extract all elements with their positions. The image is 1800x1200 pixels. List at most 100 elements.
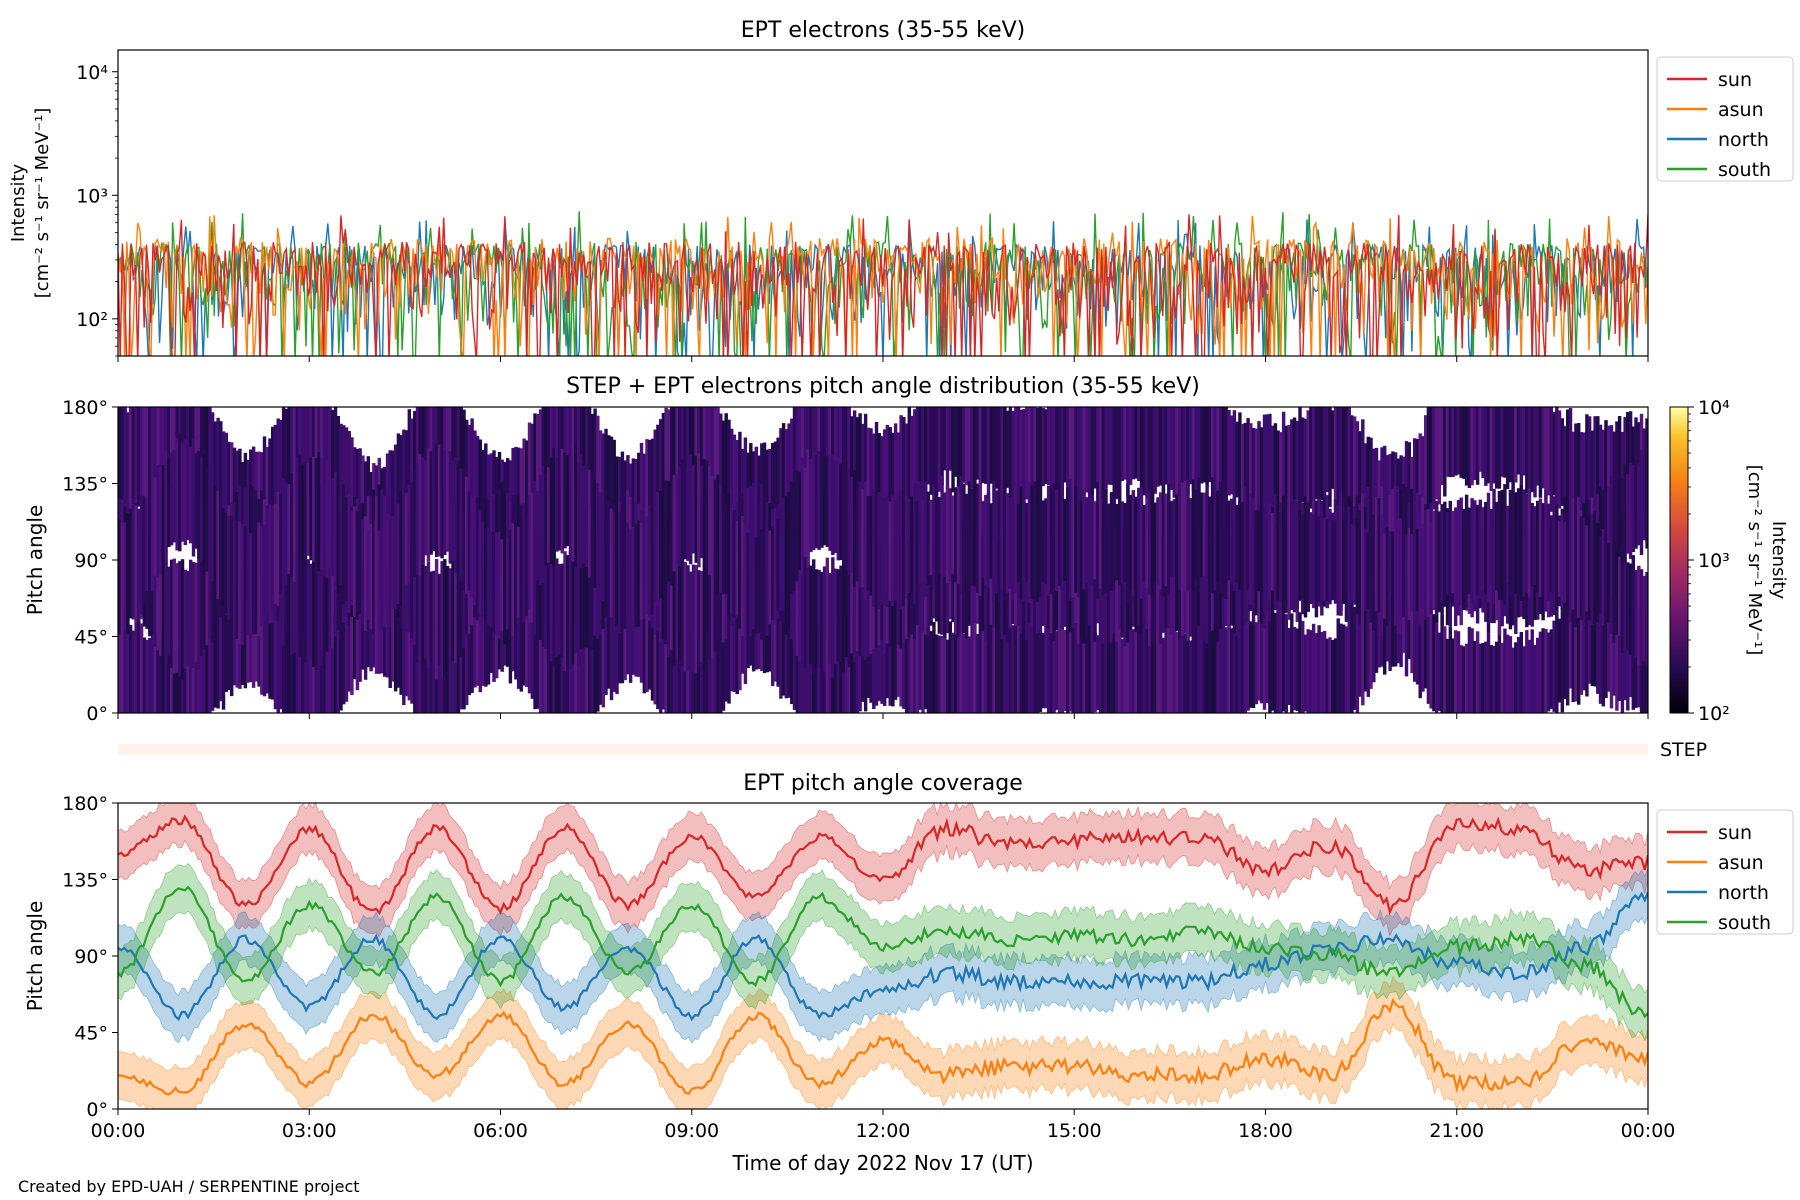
heatmap-cell [618, 511, 622, 634]
heatmap-cell [197, 548, 201, 670]
heatmap-cell [872, 489, 876, 607]
heatmap-cell [511, 523, 515, 636]
heatmap-cell [312, 407, 316, 484]
heatmap-cell [465, 476, 469, 595]
heatmap-cell [470, 418, 474, 534]
heatmap-cell [978, 615, 983, 713]
heatmap-cell [1342, 519, 1346, 604]
heatmap-cell [945, 407, 950, 493]
heatmap-cell [139, 407, 144, 501]
heatmap-cell [536, 413, 540, 517]
heatmap-cell [1251, 496, 1256, 603]
panel3-x-axis: 00:00 03:00 06:00 09:00 12:00 15:00 18:00 21:00… [91, 1109, 1675, 1142]
heatmap-cell [620, 524, 625, 626]
heatmap-cell [1257, 421, 1261, 527]
heatmap-cell [128, 523, 133, 619]
heatmap-cell [1549, 407, 1554, 512]
panel3-title: EPT pitch angle coverage [743, 771, 1023, 796]
heatmap-cell [970, 488, 974, 586]
heatmap-cell [1071, 623, 1075, 713]
heatmap-cell [404, 602, 409, 697]
heatmap-cell [1287, 424, 1291, 512]
heatmap-cell [175, 563, 179, 673]
heatmap-cell [462, 409, 466, 511]
heatmap-cell [1522, 407, 1526, 476]
heatmap-cell [1260, 500, 1264, 603]
heatmap-cell [590, 618, 595, 713]
heatmap-cell [1271, 613, 1275, 711]
heatmap-cell [795, 611, 800, 713]
heatmap-cell [1557, 618, 1562, 703]
heatmap-cell [1104, 615, 1108, 713]
heatmap-cell [303, 637, 308, 713]
heatmap-cell [768, 530, 772, 625]
heatmap-cell [921, 407, 925, 509]
heatmap-cell [839, 407, 843, 498]
heatmap-cell [585, 407, 589, 501]
heatmap-cell [1216, 638, 1220, 713]
heatmap-cell [1462, 646, 1466, 713]
heatmap-cell [1137, 407, 1141, 481]
heatmap-cell [735, 440, 739, 535]
heatmap-cell [913, 483, 917, 605]
heatmap-cell [1445, 407, 1450, 477]
heatmap-cell [965, 518, 969, 639]
heatmap-cell [1601, 589, 1606, 707]
heatmap-cell [1030, 485, 1034, 600]
heatmap-cell [238, 521, 242, 644]
heatmap-cell [1530, 629, 1534, 713]
heatmap-cell [809, 628, 813, 713]
heatmap-cell [1333, 407, 1338, 510]
heatmap-cell [1090, 407, 1095, 505]
heatmap-cell [1590, 604, 1595, 687]
heatmap-cell [1593, 605, 1597, 687]
heatmap-cell [1118, 407, 1122, 502]
heatmap-cell [1178, 627, 1182, 713]
heatmap-cell [929, 407, 933, 495]
heatmap-cell [694, 565, 698, 674]
heatmap-cell [1385, 526, 1390, 627]
heatmap-cell [1194, 407, 1198, 494]
heatmap-cell [587, 611, 592, 713]
heatmap-cell [1090, 495, 1095, 586]
heatmap-cell [1577, 517, 1581, 618]
colorbar [1669, 406, 1689, 714]
heatmap-cell [210, 484, 215, 581]
heatmap-cell [1454, 630, 1458, 713]
heatmap-cell [208, 477, 212, 576]
heatmap-cell [1525, 630, 1529, 713]
heatmap-cell [915, 545, 920, 625]
heatmap-cell [1019, 409, 1024, 489]
heatmap-cell [1115, 529, 1119, 642]
heatmap-cell [1027, 611, 1032, 713]
heatmap-cell [440, 561, 444, 677]
heatmap-cell [1484, 407, 1488, 486]
heatmap-cell [1145, 407, 1149, 501]
heatmap-cell [686, 407, 690, 493]
heatmap-cell [1511, 647, 1515, 713]
heatmap-cell [1273, 423, 1278, 525]
heatmap-cell [1339, 506, 1343, 616]
heatmap-cell [287, 532, 291, 654]
heatmap-cell [1167, 627, 1171, 713]
heatmap-cell [664, 542, 668, 645]
heatmap-cell [850, 608, 854, 713]
heatmap-cell [1593, 416, 1597, 533]
heatmap-cell [1413, 527, 1417, 616]
heatmap-cell [1418, 576, 1422, 699]
heatmap-cell [577, 407, 581, 493]
panel-pitch-angle-coverage: EPT pitch angle coverage 0°45°90°135°180… [23, 771, 1794, 1142]
heatmap-cell [1432, 614, 1436, 712]
heatmap-cell [1505, 505, 1510, 583]
heatmap-cell [131, 630, 136, 713]
heatmap-cell [1082, 624, 1086, 713]
heatmap-cell [1459, 407, 1463, 478]
heatmap-cell [221, 587, 226, 710]
heatmap-cell [486, 567, 491, 685]
heatmap-cell [710, 407, 715, 509]
heatmap-cell [1448, 407, 1453, 477]
heatmap-cell [126, 513, 130, 635]
heatmap-cell [680, 459, 685, 568]
heatmap-cell [1350, 415, 1354, 513]
heatmap-cell [680, 644, 685, 713]
